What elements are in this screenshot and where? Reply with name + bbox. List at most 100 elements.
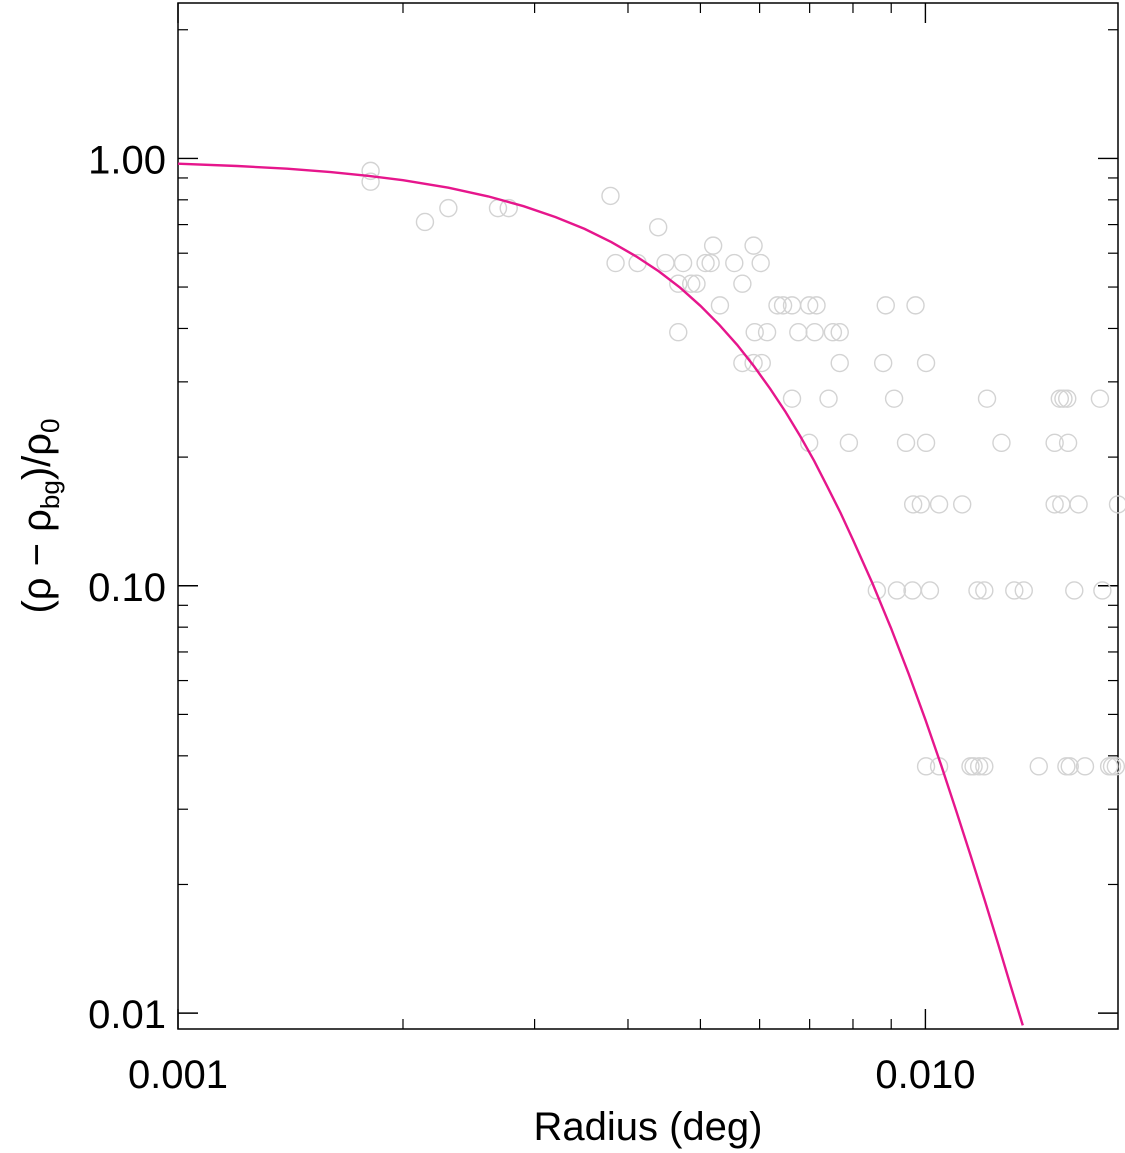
data-point — [703, 236, 723, 255]
data-point — [744, 236, 763, 255]
data-point — [867, 581, 887, 600]
data-point — [744, 353, 763, 373]
data-point — [929, 495, 949, 514]
data-point — [1090, 389, 1110, 408]
data-point — [977, 389, 997, 408]
data-point — [733, 274, 752, 293]
data-point — [1102, 757, 1122, 776]
data-point — [696, 253, 715, 273]
x-axis-label: Radius (deg) — [533, 1105, 762, 1149]
data-point — [1045, 433, 1064, 453]
data-point — [969, 757, 989, 776]
data-point — [1106, 757, 1125, 776]
data-point — [873, 353, 893, 373]
data-point — [1054, 389, 1073, 408]
data-point — [1014, 581, 1033, 600]
y-label-rho-bg: ρ — [15, 509, 59, 532]
data-point — [823, 323, 843, 342]
data-point — [789, 323, 808, 342]
data-point — [1057, 757, 1076, 776]
data-point — [681, 274, 701, 293]
data-point — [751, 253, 770, 273]
data-point — [903, 495, 923, 514]
data-point — [669, 274, 688, 293]
data-point — [601, 186, 620, 206]
data-point — [1069, 495, 1088, 514]
data-point — [488, 198, 508, 218]
data-points — [361, 161, 1125, 776]
x-tick-labels: 0.001 0.010 — [128, 1053, 976, 1097]
data-point — [819, 389, 838, 408]
data-point — [745, 323, 764, 342]
data-point — [1058, 433, 1078, 453]
data-point — [903, 581, 922, 600]
data-point — [964, 757, 983, 776]
data-point — [656, 253, 675, 273]
data-point — [830, 353, 849, 373]
data-point — [839, 433, 859, 453]
data-point — [906, 296, 925, 315]
data-point — [782, 389, 802, 408]
data-point — [1050, 389, 1070, 408]
y-tick-label: 1.00 — [88, 138, 166, 182]
data-point — [887, 581, 907, 600]
data-point — [1093, 581, 1112, 600]
x-tick-label: 0.010 — [875, 1053, 975, 1097]
data-point — [499, 198, 518, 218]
data-point — [916, 757, 936, 776]
data-point — [916, 433, 936, 453]
plot-frame — [177, 2, 1119, 1030]
data-point — [1005, 581, 1024, 600]
data-point — [807, 296, 826, 315]
data-point — [911, 495, 931, 514]
data-point — [805, 323, 824, 342]
y-label-sub-bg: bg — [35, 480, 65, 509]
data-point — [952, 495, 972, 514]
data-point — [757, 323, 777, 342]
y-tick-label: 0.01 — [88, 993, 166, 1037]
data-point — [361, 172, 380, 191]
data-point — [975, 581, 994, 600]
y-label-minus: − — [15, 543, 59, 566]
data-point — [830, 323, 849, 342]
data-point — [992, 433, 1011, 453]
data-point — [876, 296, 895, 315]
data-point — [710, 296, 730, 315]
data-point — [415, 212, 435, 232]
data-point — [975, 757, 994, 776]
y-tick-labels: 1.00 0.10 0.01 — [88, 138, 166, 1037]
data-point — [606, 253, 625, 273]
data-point — [896, 433, 916, 453]
y-axis-label: (ρ − ρbg)/ρ0 — [15, 418, 65, 613]
data-point — [1065, 581, 1084, 600]
data-point — [884, 389, 904, 408]
data-point — [1029, 757, 1048, 776]
major-ticks — [177, 3, 1118, 1029]
data-point — [968, 581, 987, 600]
y-tick-label: 0.10 — [88, 566, 166, 610]
data-point — [725, 253, 744, 273]
data-point — [701, 253, 720, 273]
data-point — [673, 253, 693, 273]
data-point — [648, 218, 668, 237]
data-point — [1058, 389, 1077, 408]
y-label-sub-0: 0 — [35, 418, 65, 432]
data-point — [768, 296, 787, 315]
data-point — [1108, 495, 1125, 514]
y-label-rho: ρ — [15, 577, 59, 600]
data-point — [687, 274, 706, 293]
data-point — [1045, 495, 1064, 514]
minor-ticks — [178, 3, 1118, 1029]
fit-curve — [177, 162, 1024, 1026]
data-point — [773, 296, 793, 315]
data-point — [920, 581, 940, 600]
data-point — [916, 353, 936, 373]
data-point — [799, 296, 819, 315]
data-point — [669, 323, 688, 342]
y-label-rho-0: ρ — [15, 433, 59, 456]
x-tick-label: 0.001 — [128, 1053, 228, 1097]
data-point — [361, 161, 380, 181]
data-point — [439, 198, 458, 218]
data-point — [1075, 757, 1095, 776]
